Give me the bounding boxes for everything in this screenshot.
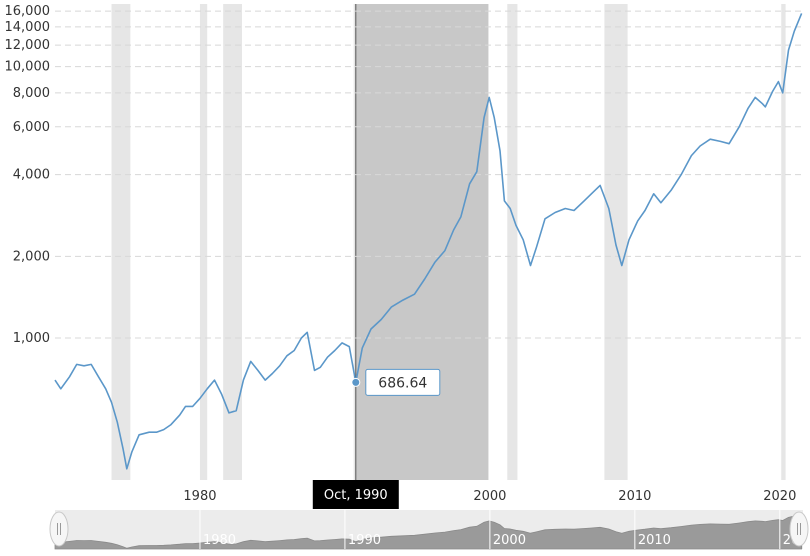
navigator-tick-label: 1990: [348, 533, 381, 548]
series-layer: [54, 13, 803, 470]
y-tick-label: 10,000: [5, 60, 51, 75]
recession-band: [199, 4, 208, 480]
y-tick-label: 14,000: [5, 20, 51, 35]
y-tick-label: 8,000: [13, 86, 50, 101]
x-axis-ticks: 1980 2000 2010 2020: [183, 489, 796, 504]
navigator-right-handle[interactable]: [789, 511, 809, 547]
y-tick-label: 12,000: [5, 38, 51, 53]
highlight-band-rect: [355, 4, 489, 480]
navigator-tick-label: 1980: [203, 533, 236, 548]
highlight-band: [355, 4, 489, 480]
navigator-tick-label: 2010: [638, 533, 671, 548]
y-tick-label: 2,000: [13, 249, 50, 264]
date-label: Oct, 1990: [324, 488, 388, 503]
series-line[interactable]: [54, 13, 803, 470]
x-tick-label: 1980: [183, 489, 216, 504]
navigator-series: [54, 514, 802, 550]
navigator-tick-label: 2000: [493, 533, 526, 548]
recession-band: [781, 4, 786, 480]
recession-band: [223, 4, 242, 480]
y-tick-label: 16,000: [5, 4, 51, 19]
y-tick-label: 1,000: [13, 331, 50, 346]
date-label-box: [312, 480, 399, 509]
y-axis-ticks: 1,000 2,000 4,000 6,000 8,000 10,000 12,000 14,…: [5, 4, 51, 346]
tooltip-box: [365, 368, 441, 396]
gridlines: [55, 10, 803, 339]
x-tick-label: 2010: [618, 489, 651, 504]
tooltip-value: 686.64: [378, 375, 427, 391]
y-tick-label: 6,000: [13, 120, 50, 135]
x-tick-label: 2020: [763, 489, 796, 504]
hover-point-marker[interactable]: [351, 377, 361, 387]
recession-band: [111, 4, 131, 480]
x-tick-label: 2000: [473, 489, 506, 504]
navigator-left-handle[interactable]: [49, 511, 69, 547]
tooltip-layer: 686.64: [351, 368, 441, 396]
y-tick-label: 4,000: [13, 168, 50, 183]
recession-band: [507, 4, 518, 480]
navigator: 1980 1990 2000 2010 2020 Oct, 1990: [49, 480, 810, 550]
